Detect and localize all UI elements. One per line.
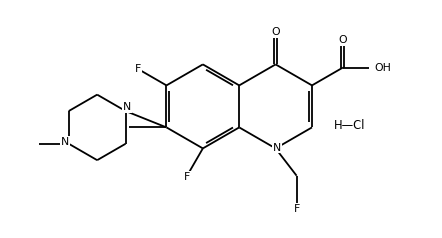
Text: N: N — [273, 143, 281, 153]
Text: O: O — [339, 35, 347, 45]
Text: F: F — [293, 204, 300, 214]
Text: H—Cl: H—Cl — [333, 119, 365, 132]
Text: OH: OH — [375, 63, 392, 73]
Text: F: F — [135, 64, 141, 74]
Text: F: F — [184, 172, 190, 182]
Text: O: O — [271, 27, 280, 37]
Text: N: N — [123, 102, 131, 112]
Text: N: N — [61, 137, 69, 147]
